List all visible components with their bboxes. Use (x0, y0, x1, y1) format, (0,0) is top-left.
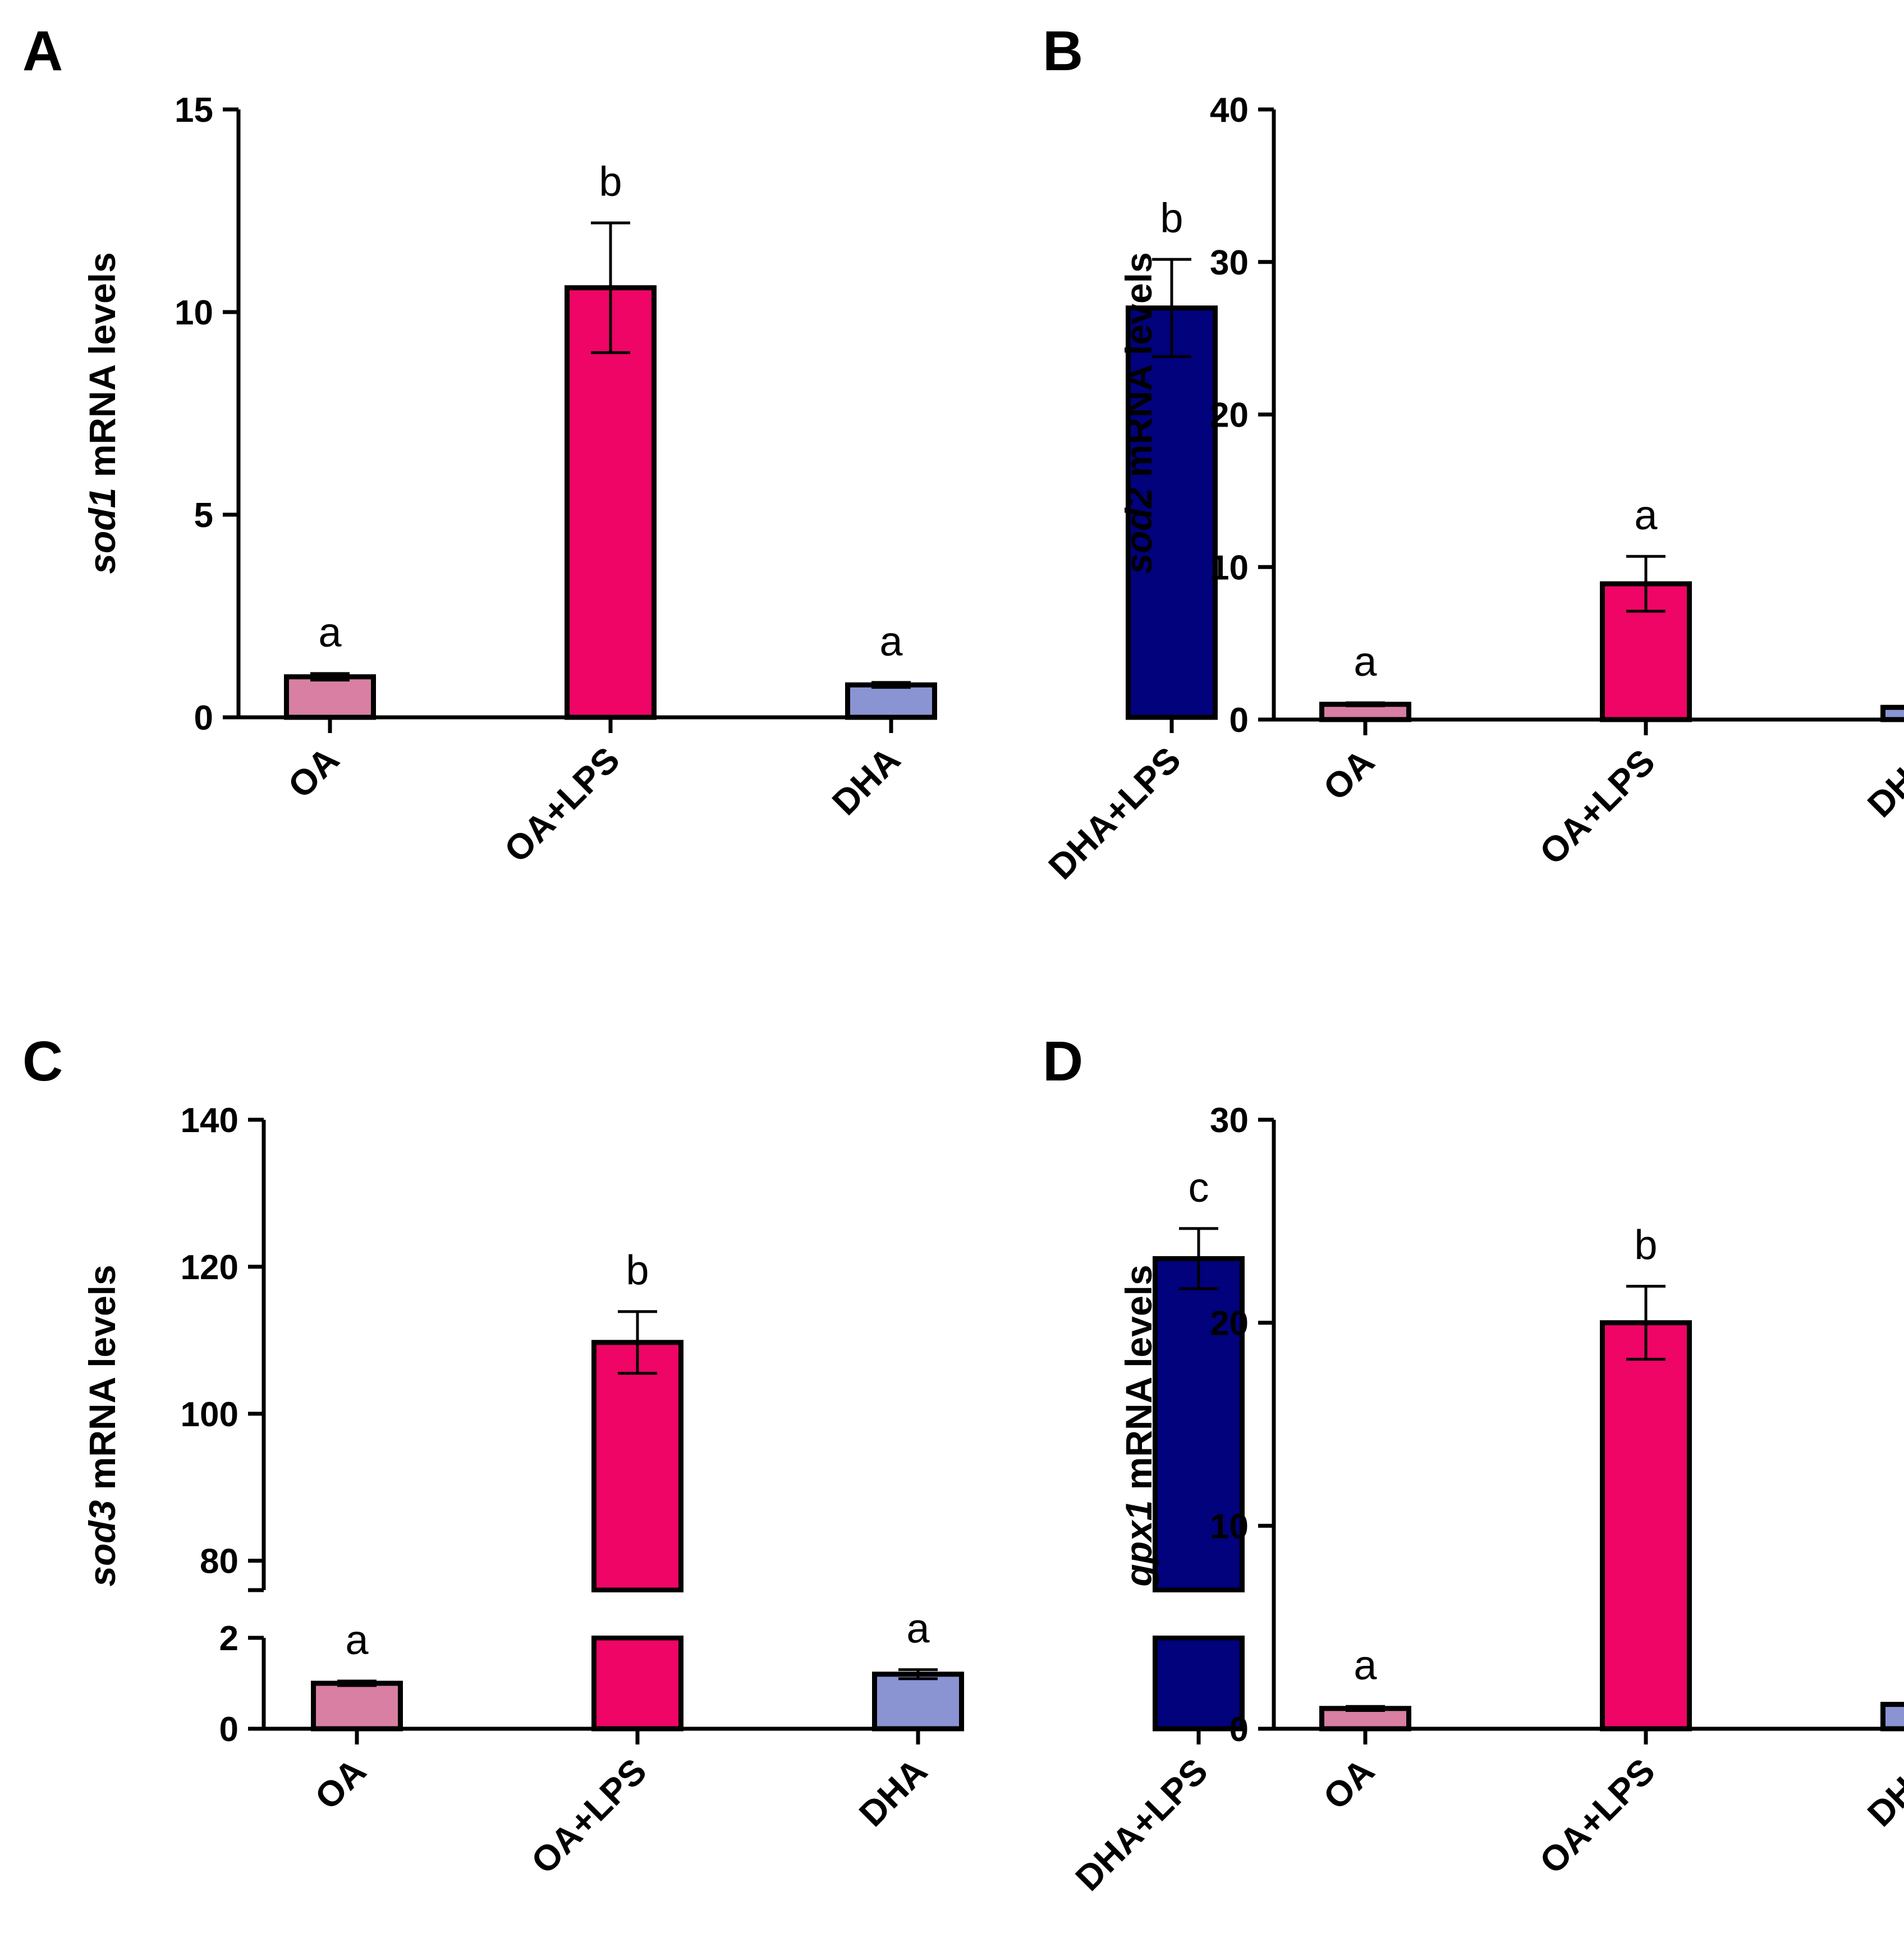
bar-OA+LPS-lower (591, 1635, 683, 1732)
y-tick-label: 30 (1210, 1101, 1249, 1140)
significance-letter: a (906, 1605, 930, 1652)
y-tick-label: 20 (1210, 1304, 1249, 1343)
gene-name: sod3 (81, 1500, 123, 1587)
y-tick-label: 100 (181, 1395, 238, 1434)
bar-OA+LPS (1600, 1320, 1692, 1732)
x-tick-label: DHA (851, 1751, 935, 1834)
y-axis-label: sod1 mRNA levels (81, 252, 123, 574)
bar-OA (284, 674, 376, 720)
y-axis-label: sod3 mRNA levels (81, 1265, 123, 1586)
y-tick-label: 2 (219, 1619, 238, 1658)
gene-name: gpx1 (1118, 1500, 1159, 1587)
x-tick-label: OA+LPS (524, 1751, 654, 1881)
x-tick-label: OA+LPS (497, 739, 627, 870)
y-tick-label: 40 (1210, 91, 1249, 130)
y-axis-label-suffix: mRNA levels (1118, 252, 1159, 487)
y-tick-label: 20 (1210, 396, 1249, 435)
y-axis-label-suffix: mRNA levels (81, 1265, 123, 1500)
significance-letter: c (1189, 1164, 1209, 1211)
significance-letter: b (626, 1247, 649, 1294)
significance-letter: a (1634, 492, 1658, 538)
y-tick-label: 10 (175, 294, 213, 332)
y-tick-label: 0 (1229, 1710, 1249, 1749)
significance-letter: a (318, 609, 342, 656)
x-tick-label: OA (280, 739, 347, 806)
y-tick-label: 140 (181, 1101, 238, 1140)
significance-letter: a (1354, 638, 1377, 685)
panel-label: C (22, 1030, 63, 1093)
x-tick-label: OA+LPS (1532, 1751, 1663, 1881)
y-tick-label: 80 (200, 1542, 238, 1581)
y-axis-label-suffix: mRNA levels (81, 252, 123, 487)
x-tick-label: DHA+LPS (1068, 1751, 1215, 1898)
x-tick-label: DHA (1860, 1751, 1904, 1834)
significance-letter: a (1354, 1642, 1377, 1688)
y-tick-label: 10 (1210, 548, 1249, 587)
y-tick-label: 15 (175, 91, 213, 130)
significance-letter: b (1160, 195, 1183, 241)
bar-OA+LPS (591, 1340, 683, 1593)
y-tick-label: 0 (194, 699, 213, 738)
y-axis-label: sod2 mRNA levels (1118, 252, 1159, 574)
panel-label: A (22, 20, 63, 83)
significance-letter: b (1634, 1222, 1657, 1268)
y-tick-label: 30 (1210, 244, 1249, 282)
y-tick-label: 10 (1210, 1507, 1249, 1546)
bar-break-gap (589, 1592, 686, 1636)
chart-panel-A: A 0 5 10 15 sod1 mRNA levels a OA b OA+LPS a DHA b DH… (22, 20, 1218, 887)
bar-DHA (1880, 704, 1904, 722)
x-tick-label: DHA (824, 739, 908, 823)
panel-label: B (1043, 20, 1083, 83)
y-tick-label: 120 (181, 1248, 238, 1287)
bar-DHA (872, 1672, 964, 1732)
significance-letter: a (345, 1616, 369, 1663)
x-tick-label: OA (1315, 1751, 1382, 1817)
gene-name: sod1 (81, 488, 123, 574)
bar-break-gap (1150, 1592, 1247, 1636)
y-tick-label: 0 (1229, 701, 1249, 740)
y-axis-label: gpx1 mRNA levels (1118, 1265, 1159, 1587)
x-tick-label: DHA+LPS (1041, 739, 1189, 887)
significance-letter: a (879, 618, 903, 665)
bar-DHA (1880, 1702, 1904, 1732)
bar-DHA (845, 682, 937, 720)
x-tick-label: OA (1315, 741, 1382, 808)
bar-OA (311, 1680, 403, 1732)
y-tick-label: 5 (194, 496, 213, 535)
panel-label: D (1043, 1030, 1083, 1093)
y-axis-label-suffix: mRNA levels (1118, 1265, 1159, 1500)
x-tick-label: OA+LPS (1532, 741, 1663, 872)
significance-letter: b (599, 158, 622, 205)
bar-DHA+LPS (1153, 1256, 1245, 1593)
x-tick-label: OA (307, 1751, 374, 1817)
x-tick-label: DHA (1860, 741, 1904, 825)
y-tick-label: 0 (219, 1710, 238, 1749)
gene-name: sod2 (1118, 487, 1159, 574)
